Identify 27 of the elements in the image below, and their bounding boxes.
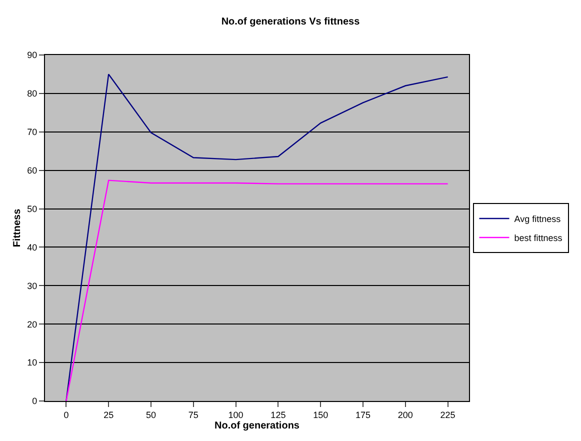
y-tick-label: 90 xyxy=(27,50,38,60)
x-tick-label: 100 xyxy=(228,410,244,420)
y-tick-label: 60 xyxy=(27,165,38,176)
line-series xyxy=(66,74,448,401)
y-tick-label: 10 xyxy=(27,358,38,368)
chart-title: No.of generations Vs fittness xyxy=(221,16,360,28)
x-tick-label: 225 xyxy=(440,410,456,420)
y-tick-label: 80 xyxy=(27,88,38,99)
x-tick-label: 200 xyxy=(398,410,413,420)
x-tick-label: 175 xyxy=(355,410,371,420)
x-tick-label: 125 xyxy=(270,410,286,420)
y-tick-label: 70 xyxy=(27,127,38,138)
y-tick-label: 40 xyxy=(27,242,38,252)
legend-label: best fittness xyxy=(514,233,563,244)
line-series xyxy=(66,180,448,401)
x-tick-label: 50 xyxy=(146,410,156,420)
y-tick-label: 0 xyxy=(32,396,38,406)
x-tick-label: 75 xyxy=(188,410,198,420)
y-tick-label: 20 xyxy=(27,319,38,330)
y-tick-label: 50 xyxy=(27,204,38,214)
y-axis-title: Fittness xyxy=(12,208,24,248)
x-tick-label: 25 xyxy=(104,410,114,420)
legend-label: Avg fittness xyxy=(514,214,562,224)
x-tick-label: 0 xyxy=(64,410,69,420)
y-tick-label: 30 xyxy=(27,280,38,291)
x-tick-label: 150 xyxy=(313,410,328,420)
x-axis-title: No.of generations xyxy=(214,420,300,432)
